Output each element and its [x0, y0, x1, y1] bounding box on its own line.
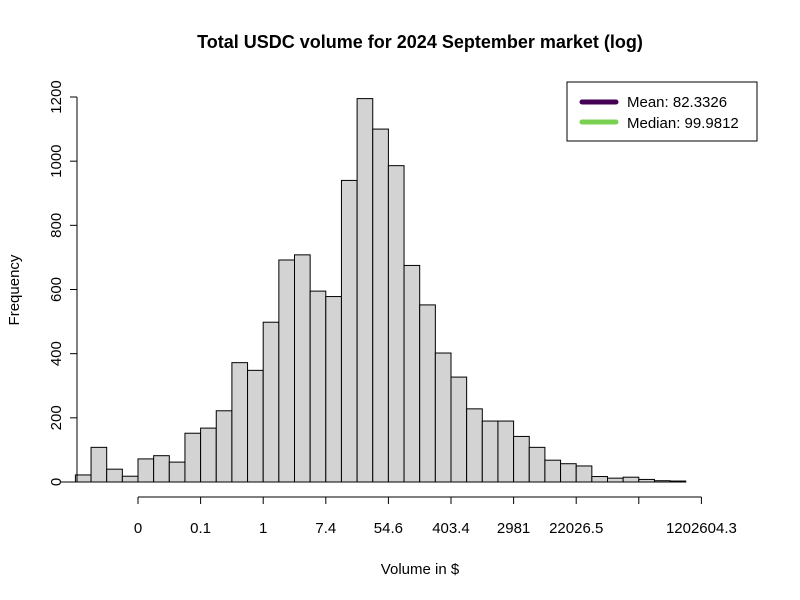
histogram-bar [575, 465, 593, 483]
histogram-bar [121, 475, 139, 483]
histogram-bar [513, 435, 530, 483]
legend-mean-label: Mean: 82.3326 [627, 94, 727, 111]
histogram-bar [340, 179, 358, 483]
histogram-bar [200, 427, 217, 483]
histogram-bar [90, 446, 108, 483]
histogram-bar [106, 468, 123, 483]
y-tick-label: 800 [48, 213, 65, 238]
legend-median-label: Median: 99.9812 [627, 115, 739, 132]
histogram-bar [560, 463, 577, 483]
x-tick-label: 7.4 [315, 520, 336, 537]
histogram-bar [325, 296, 342, 483]
histogram-bar [184, 432, 202, 483]
x-tick-label: 1 [259, 520, 267, 537]
histogram-bar [450, 376, 468, 483]
histogram-bar [294, 254, 311, 483]
histogram-bar [387, 165, 405, 483]
histogram-bar [372, 128, 389, 483]
histogram-bar [403, 264, 421, 483]
y-tick-label: 400 [48, 341, 65, 366]
histogram-bar [481, 420, 499, 483]
histogram-bar [419, 304, 436, 483]
x-tick-label: 1202604.3 [666, 520, 737, 537]
y-axis-label: Frequency [6, 254, 23, 325]
legend: Mean: 82.3326 Median: 99.9812 [566, 81, 758, 142]
histogram-bar [231, 362, 249, 483]
histogram-bar [544, 459, 562, 483]
histogram-bar [528, 446, 546, 483]
bars-group [60, 98, 687, 483]
x-tick-label: 22026.5 [549, 520, 603, 537]
histogram-bar [607, 477, 624, 483]
histogram-bar [356, 98, 374, 483]
histogram-bar [247, 369, 264, 483]
histogram-bar [466, 408, 483, 483]
histogram-bar [168, 461, 186, 483]
x-axis-label: Volume in $ [381, 561, 460, 578]
histogram-bar [497, 420, 515, 483]
x-axis: 0 0.1 1 7.4 54.6 403.4 2981 22026.5 1202604.3 [134, 496, 737, 537]
histogram-bar [262, 321, 280, 483]
histogram-bar [309, 290, 327, 483]
histogram-bar [622, 476, 640, 483]
x-tick-label: 0 [134, 520, 142, 537]
y-tick-label: 1000 [48, 144, 65, 177]
histogram-bar [153, 455, 170, 483]
y-tick-label: 200 [48, 405, 65, 430]
x-tick-label: 2981 [497, 520, 530, 537]
histogram-bar [434, 352, 452, 483]
y-tick-label: 0 [48, 478, 65, 486]
x-tick-label: 54.6 [374, 520, 403, 537]
histogram-bar [278, 259, 296, 483]
x-tick-label: 403.4 [432, 520, 470, 537]
chart-title: Total USDC volume for 2024 September mar… [197, 32, 643, 52]
histogram-bar [74, 474, 92, 483]
y-tick-label: 1200 [48, 80, 65, 113]
histogram-bar [137, 458, 155, 483]
x-tick-label: 0.1 [190, 520, 211, 537]
histogram-bar [215, 410, 233, 483]
histogram-bar [591, 476, 608, 483]
y-tick-label: 600 [48, 277, 65, 302]
y-axis: 0 200 400 600 800 1000 1200 [48, 80, 78, 486]
legend-box [566, 81, 758, 142]
